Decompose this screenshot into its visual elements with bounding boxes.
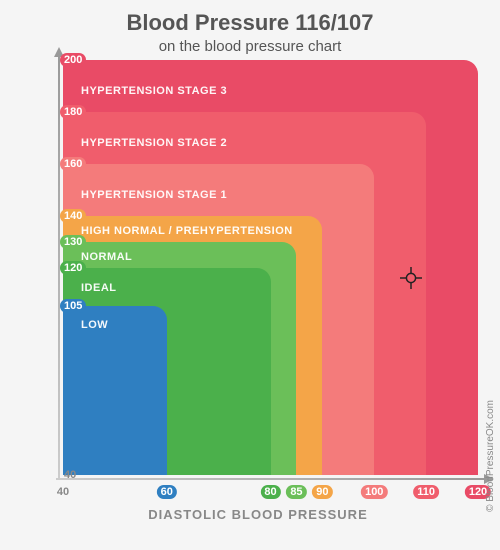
chart-container: Blood Pressure 116/107 on the blood pres… xyxy=(0,0,500,550)
zone-label: HIGH NORMAL / PREHYPERTENSION xyxy=(81,225,293,237)
x-tick: 85 xyxy=(286,485,306,499)
x-tick: 80 xyxy=(260,485,280,499)
y-tick: 160 xyxy=(60,157,86,171)
x-tick: 90 xyxy=(312,485,332,499)
credit-text: © BloodPressureOK.com xyxy=(485,400,496,512)
reading-marker-icon xyxy=(400,267,422,289)
zone-label: LOW xyxy=(81,319,108,331)
zone-label: IDEAL xyxy=(81,282,117,294)
x-tick: 110 xyxy=(413,485,439,499)
x-tick: 40 xyxy=(53,485,73,499)
title-block: Blood Pressure 116/107 on the blood pres… xyxy=(0,0,500,60)
x-tick: 100 xyxy=(361,485,387,499)
y-tick: 40 xyxy=(60,468,80,482)
zone xyxy=(63,306,167,475)
x-axis-arrow xyxy=(56,478,486,480)
y-tick: 180 xyxy=(60,105,86,119)
x-tick: 60 xyxy=(157,485,177,499)
y-tick: 140 xyxy=(60,209,86,223)
y-tick: 120 xyxy=(60,261,86,275)
zone-label: HYPERTENSION STAGE 3 xyxy=(81,85,227,97)
y-tick: 105 xyxy=(60,299,86,313)
zone-label: NORMAL xyxy=(81,251,132,263)
chart-title: Blood Pressure 116/107 xyxy=(0,10,500,36)
chart-area: SYSTOLIC BLOOD PRESSURE DIASTOLIC BLOOD … xyxy=(28,60,488,520)
zone-label: HYPERTENSION STAGE 2 xyxy=(81,137,227,149)
y-tick: 200 xyxy=(60,53,86,67)
y-tick: 130 xyxy=(60,235,86,249)
zone-label: HYPERTENSION STAGE 1 xyxy=(81,189,227,201)
x-axis-label: DIASTOLIC BLOOD PRESSURE xyxy=(148,507,368,522)
plot-area: HYPERTENSION STAGE 3 HYPERTENSION STAGE 2… xyxy=(63,60,478,475)
